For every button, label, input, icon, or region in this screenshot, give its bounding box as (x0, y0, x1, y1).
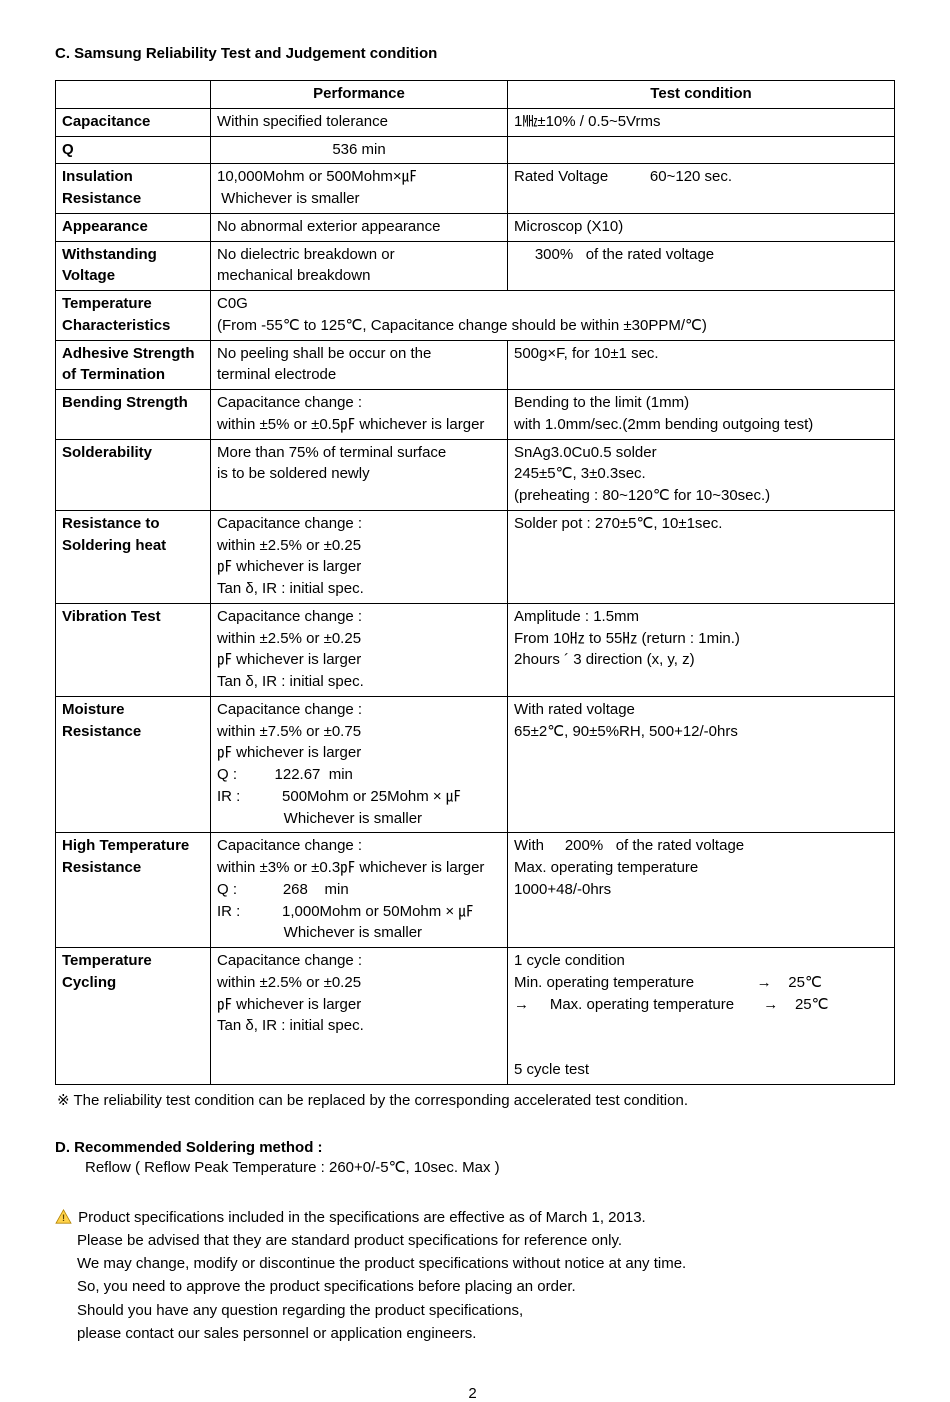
section-d: D. Recommended Soldering method : Reflow… (55, 1139, 890, 1176)
table-cell: No dielectric breakdown ormechanical bre… (211, 241, 508, 291)
table-cell: Solder pot : 270±5℃, 10±1sec. (508, 510, 895, 603)
table-cell: 300% of the rated voltage (508, 241, 895, 291)
table-row-label: Solderability (56, 439, 211, 510)
table-row-label: Bending Strength (56, 390, 211, 440)
table-row-label: InsulationResistance (56, 164, 211, 214)
table-row-label: Appearance (56, 213, 211, 241)
section-d-title: D. Recommended Soldering method : (55, 1139, 890, 1156)
table-row-label: WithstandingVoltage (56, 241, 211, 291)
table-cell: Rated Voltage 60~120 sec. (508, 164, 895, 214)
table-cell: Capacitance change :within ±2.5% or ±0.2… (211, 510, 508, 603)
notice-text-1: Please be advised that they are standard… (77, 1229, 890, 1252)
table-cell: Capacitance change :within ±2.5% or ±0.2… (211, 948, 508, 1085)
table-cell: 1 cycle conditionMin. operating temperat… (508, 948, 895, 1085)
table-cell: 500g×F, for 10±1 sec. (508, 340, 895, 390)
table-cell: SnAg3.0Cu0.5 solder245±5℃, 3±0.3sec.(pre… (508, 439, 895, 510)
notice-line-0: ! Product specifications included in the… (55, 1206, 890, 1229)
section-d-body: Reflow ( Reflow Peak Temperature : 260+0… (85, 1158, 890, 1176)
table-row-label: TemperatureCycling (56, 948, 211, 1085)
page-root: C. Samsung Reliability Test and Judgemen… (0, 0, 950, 1402)
table-header-cell: Performance (211, 81, 508, 109)
table-cell: No abnormal exterior appearance (211, 213, 508, 241)
table-row-label: MoistureResistance (56, 696, 211, 833)
table-cell: Microscop (X10) (508, 213, 895, 241)
notice-text-5: please contact our sales personnel or ap… (77, 1322, 890, 1345)
table-cell: Bending to the limit (1mm)with 1.0mm/sec… (508, 390, 895, 440)
table-cell: Capacitance change :within ±7.5% or ±0.7… (211, 696, 508, 833)
table-cell: C0G(From -55℃ to 125℃, Capacitance chang… (211, 291, 895, 341)
page-number: 2 (55, 1385, 890, 1402)
table-row-label: Vibration Test (56, 603, 211, 696)
section-c-title: C. Samsung Reliability Test and Judgemen… (55, 45, 890, 62)
table-header-cell: Test condition (508, 81, 895, 109)
table-row-label: Adhesive Strengthof Termination (56, 340, 211, 390)
table-cell: With 200% of the rated voltageMax. opera… (508, 833, 895, 948)
table-cell: No peeling shall be occur on theterminal… (211, 340, 508, 390)
table-row-label: TemperatureCharacteristics (56, 291, 211, 341)
notice-text-3: So, you need to approve the product spec… (77, 1275, 890, 1298)
table-row-label: High TemperatureResistance (56, 833, 211, 948)
table-cell (508, 136, 895, 164)
table-cell: 10,000Mohm or 500Mohm×㎌ Whichever is sma… (211, 164, 508, 214)
table-cell: Capacitance change :within ±5% or ±0.5㎊ … (211, 390, 508, 440)
notice-text-2: We may change, modify or discontinue the… (77, 1252, 890, 1275)
svg-text:!: ! (62, 1213, 65, 1223)
table-cell: Within specified tolerance (211, 108, 508, 136)
table-cell: Capacitance change :within ±3% or ±0.3㎊ … (211, 833, 508, 948)
notice-text-4: Should you have any question regarding t… (77, 1299, 890, 1322)
table-row-label: Capacitance (56, 108, 211, 136)
table-cell: More than 75% of terminal surfaceis to b… (211, 439, 508, 510)
table-cell: With rated voltage65±2℃, 90±5%RH, 500+12… (508, 696, 895, 833)
notice-text-0: Product specifications included in the s… (78, 1209, 646, 1226)
table-cell: Amplitude : 1.5mmFrom 10㎐ to 55㎐ (return… (508, 603, 895, 696)
table-header-cell (56, 81, 211, 109)
footnote: ※ The reliability test condition can be … (57, 1091, 890, 1109)
table-cell: 536 min (211, 136, 508, 164)
table-cell: 1㎒±10% / 0.5~5Vrms (508, 108, 895, 136)
reliability-spec-table: PerformanceTest conditionCapacitanceWith… (55, 80, 895, 1085)
table-row-label: Q (56, 136, 211, 164)
notice-block: ! Product specifications included in the… (55, 1206, 890, 1346)
table-cell: Capacitance change :within ±2.5% or ±0.2… (211, 603, 508, 696)
table-row-label: Resistance toSoldering heat (56, 510, 211, 603)
warning-icon: ! (55, 1208, 72, 1223)
